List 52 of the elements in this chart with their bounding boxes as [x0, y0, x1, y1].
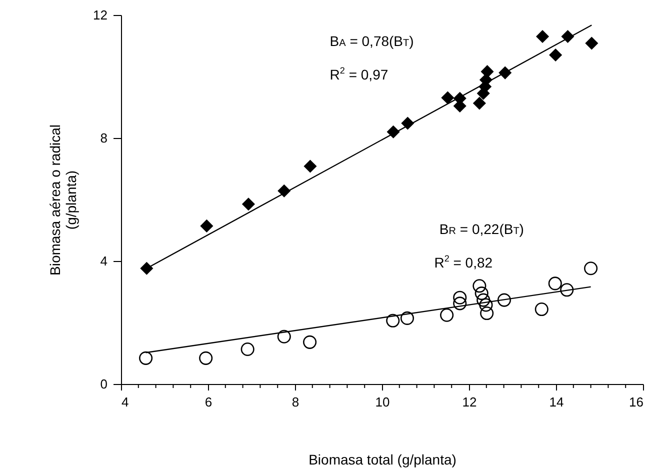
point: [561, 30, 574, 44]
point: [200, 219, 214, 232]
point: [585, 36, 598, 50]
point: [453, 290, 467, 304]
point: [303, 335, 317, 349]
point: [479, 298, 493, 312]
y-axis-title: Biomasa aérea o radical (g/planta): [47, 124, 80, 276]
point: [476, 293, 490, 307]
point: [560, 283, 574, 297]
x-tick-label: 16: [629, 394, 644, 410]
point: [242, 198, 255, 211]
point: [472, 279, 486, 293]
y-tick-label: 12: [93, 8, 108, 22]
point: [440, 308, 454, 322]
point: [549, 48, 562, 62]
x-tick-label: 6: [204, 394, 212, 410]
point: [480, 306, 494, 320]
point: [278, 184, 291, 198]
point: [534, 302, 548, 316]
point: [498, 66, 512, 80]
point: [140, 262, 154, 275]
x-axis-title: Biomasa total (g/planta): [308, 452, 456, 468]
annotation: R$^{2}$ = 0,97: [330, 66, 388, 82]
point: [386, 125, 400, 138]
point: [304, 160, 317, 173]
point: [453, 296, 467, 310]
point: [480, 65, 494, 78]
y-tick-label: 0: [100, 376, 108, 392]
y-tick-label: 4: [100, 254, 108, 268]
x-tick-label: 8: [292, 394, 300, 410]
point: [240, 342, 254, 356]
point: [584, 262, 598, 276]
x-tick-label: 14: [549, 394, 564, 410]
point: [441, 91, 454, 104]
point: [400, 311, 414, 325]
annotation: R$^{2}$ = 0,82: [434, 254, 493, 271]
x-tick-label: 4: [122, 394, 129, 410]
point: [139, 351, 153, 365]
point: [548, 276, 562, 290]
point: [474, 286, 488, 300]
annotation: B$_{R}$ = 0,22(B$_{T}$): [439, 221, 524, 238]
x-tick-label: 10: [375, 394, 390, 410]
point: [401, 116, 414, 130]
point: [497, 293, 512, 307]
point: [277, 330, 291, 344]
annotation: B$_{A}$ = 0,78(B$_{T}$): [330, 32, 414, 49]
point: [536, 30, 550, 44]
y-tick-label: 8: [100, 130, 108, 146]
point: [472, 96, 486, 110]
x-tick-label: 12: [462, 394, 477, 410]
point: [386, 314, 400, 328]
point: [199, 351, 213, 365]
